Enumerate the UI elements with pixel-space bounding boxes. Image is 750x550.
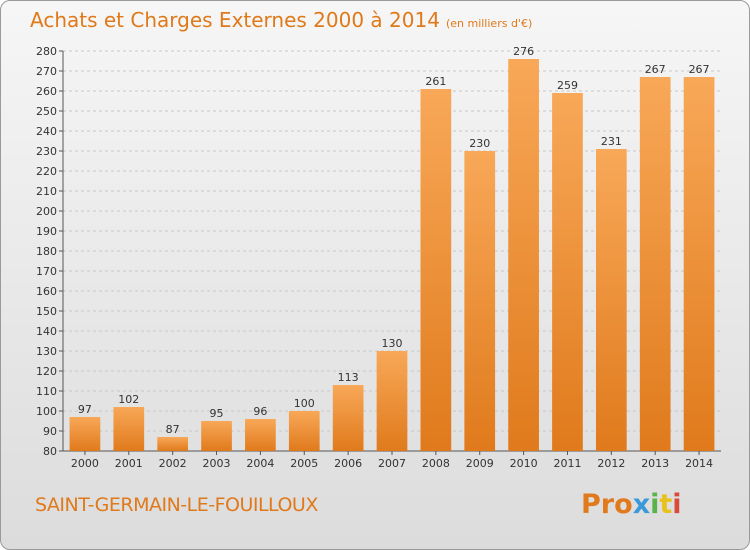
y-tick-label: 250 bbox=[36, 105, 57, 118]
x-tick-label-2011: 2011 bbox=[553, 457, 581, 470]
commune-name: SAINT-GERMAIN-LE-FOUILLOUX bbox=[35, 494, 318, 516]
bar-2005 bbox=[288, 411, 320, 451]
data-label-2003: 95 bbox=[210, 407, 224, 420]
y-tick-label: 280 bbox=[36, 45, 57, 58]
x-tick-label-2006: 2006 bbox=[334, 457, 362, 470]
bars bbox=[69, 59, 715, 451]
y-tick-label: 80 bbox=[43, 445, 57, 458]
logo-letter: P bbox=[581, 489, 601, 520]
chart-title-text: Achats et Charges Externes 2000 à 2014 bbox=[30, 8, 440, 32]
y-tick-label: 100 bbox=[36, 405, 57, 418]
y-tick-label: 180 bbox=[36, 245, 57, 258]
x-tick-label-2003: 2003 bbox=[203, 457, 231, 470]
y-tick-label: 220 bbox=[36, 165, 57, 178]
logo-letter: x bbox=[632, 489, 651, 520]
logo-letter: i bbox=[672, 489, 682, 520]
x-tick-label-2001: 2001 bbox=[115, 457, 143, 470]
bar-2011 bbox=[552, 93, 583, 451]
x-tick-label-2013: 2013 bbox=[641, 457, 669, 470]
y-tick-labels: 80 90 100 110 120 130 140 150 160 170 180 190 200 210… bbox=[36, 45, 63, 458]
data-label-2000: 97 bbox=[78, 403, 92, 416]
y-tick-label: 120 bbox=[36, 365, 57, 378]
x-tick-label-2005: 2005 bbox=[290, 457, 318, 470]
y-tick-label: 270 bbox=[36, 65, 57, 78]
proxiti-logo: Proxiti bbox=[581, 489, 682, 520]
data-label-2008: 261 bbox=[425, 75, 446, 88]
x-tick-labels: 2000 2001 2002 2003 2004 2005 2006 2007 2008 2009… bbox=[71, 451, 713, 470]
y-tick-label: 150 bbox=[36, 305, 57, 318]
y-tick-label: 230 bbox=[36, 145, 57, 158]
x-tick-label-2009: 2009 bbox=[466, 457, 494, 470]
chart-unit: (en milliers d'€) bbox=[445, 17, 533, 30]
data-label-2012: 231 bbox=[601, 135, 622, 148]
y-tick-label: 210 bbox=[36, 185, 57, 198]
x-tick-label-2014: 2014 bbox=[685, 457, 713, 470]
data-label-2007: 130 bbox=[382, 337, 403, 350]
y-tick-label: 260 bbox=[36, 85, 57, 98]
y-tick-label: 130 bbox=[36, 345, 57, 358]
y-tick-label: 200 bbox=[36, 205, 57, 218]
data-label-2001: 102 bbox=[118, 393, 139, 406]
x-tick-label-2002: 2002 bbox=[159, 457, 187, 470]
chart-title: Achats et Charges Externes 2000 à 2014 (e… bbox=[30, 8, 532, 32]
x-tick-label-2000: 2000 bbox=[71, 457, 99, 470]
bar-2009 bbox=[464, 151, 496, 451]
bar-2007 bbox=[376, 351, 408, 451]
y-tick-label: 240 bbox=[36, 125, 57, 138]
data-labels: 97 102 87 95 96 100 113 130 261 230 276 259 231 267 26… bbox=[78, 45, 710, 436]
bar-2010 bbox=[508, 59, 539, 451]
y-tick-label: 90 bbox=[43, 425, 57, 438]
y-tick-label: 170 bbox=[36, 265, 57, 278]
bar-2002 bbox=[157, 437, 189, 451]
x-tick-label-2010: 2010 bbox=[510, 457, 538, 470]
data-label-2006: 113 bbox=[338, 371, 359, 384]
data-label-2011: 259 bbox=[557, 79, 578, 92]
logo-letter: t bbox=[659, 489, 673, 520]
data-label-2002: 87 bbox=[166, 423, 180, 436]
data-label-2010: 276 bbox=[513, 45, 534, 58]
logo-letter: i bbox=[650, 489, 660, 520]
bar-2003 bbox=[201, 421, 232, 451]
y-tick-label: 140 bbox=[36, 325, 57, 338]
data-label-2014: 267 bbox=[689, 63, 710, 76]
bar-2012 bbox=[595, 149, 627, 451]
bar-2000 bbox=[69, 417, 101, 451]
x-tick-label-2008: 2008 bbox=[422, 457, 450, 470]
y-tick-label: 190 bbox=[36, 225, 57, 238]
x-tick-label-2004: 2004 bbox=[246, 457, 274, 470]
logo-letter: r bbox=[600, 489, 615, 520]
logo-letter: o bbox=[614, 489, 633, 520]
bar-2008 bbox=[420, 89, 452, 451]
bar-2013 bbox=[639, 77, 671, 451]
data-label-2009: 230 bbox=[469, 137, 490, 150]
y-tick-label: 110 bbox=[36, 385, 57, 398]
y-tick-label: 160 bbox=[36, 285, 57, 298]
data-label-2005: 100 bbox=[294, 397, 315, 410]
bar-2001 bbox=[113, 407, 145, 451]
bar-2014 bbox=[683, 77, 715, 451]
x-tick-label-2007: 2007 bbox=[378, 457, 406, 470]
data-label-2013: 267 bbox=[645, 63, 666, 76]
bar-2004 bbox=[245, 419, 276, 451]
x-tick-label-2012: 2012 bbox=[597, 457, 625, 470]
bar-2006 bbox=[332, 385, 364, 451]
data-label-2004: 96 bbox=[253, 405, 267, 418]
